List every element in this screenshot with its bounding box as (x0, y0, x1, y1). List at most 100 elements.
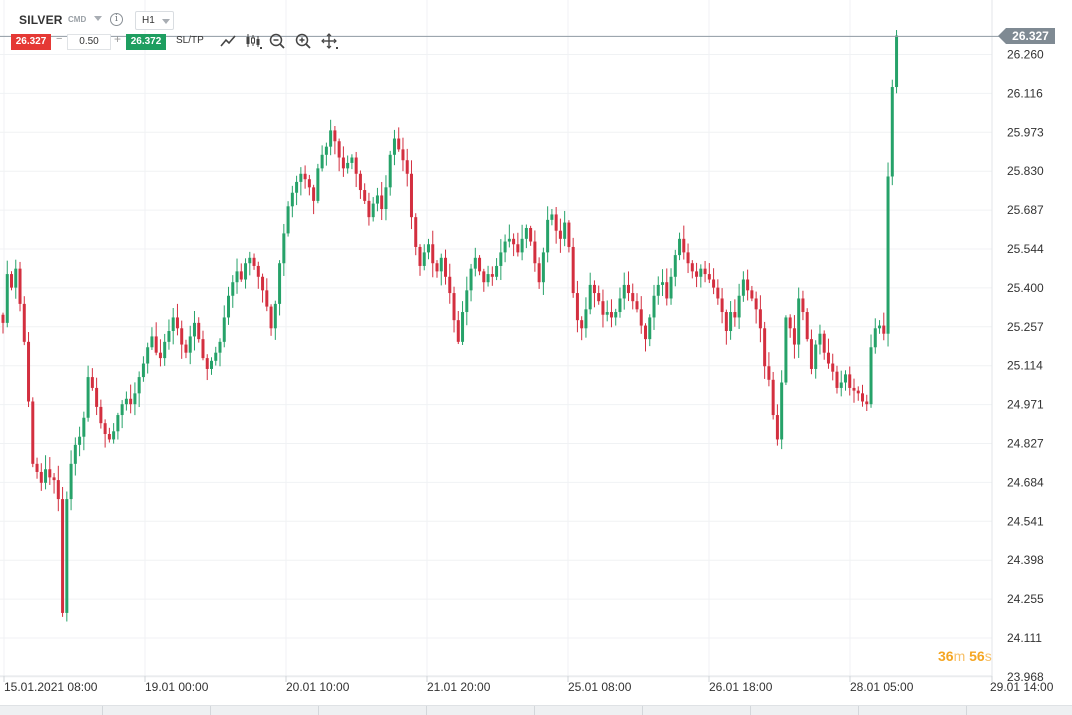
candle-body (69, 463, 73, 500)
candle-body (261, 276, 265, 291)
volume-input[interactable]: 0.50 (67, 34, 111, 50)
candle-body (154, 336, 158, 353)
candle (771, 371, 775, 420)
candle (48, 457, 52, 485)
sl-tp-button[interactable]: SL/TP (176, 35, 204, 46)
footer-tab[interactable] (858, 706, 967, 715)
timeframe-select[interactable]: H1 (135, 11, 174, 30)
candle (444, 249, 448, 285)
candle (31, 397, 35, 468)
candle (448, 263, 452, 304)
trend-line-icon[interactable] (219, 32, 237, 50)
candle (895, 30, 899, 94)
volume-decrease-button[interactable]: − (56, 33, 63, 45)
countdown-minutes-unit: m (953, 648, 966, 664)
candle (724, 309, 728, 345)
candle (750, 285, 754, 302)
candle-body (699, 268, 703, 277)
candle (205, 354, 209, 381)
candle (278, 260, 282, 316)
sell-price-button[interactable]: 26.327 (11, 34, 51, 50)
candle-body (682, 238, 686, 253)
candle-body (478, 257, 482, 272)
x-tick-label: 19.01 00:00 (145, 680, 209, 694)
candlestick-type-icon[interactable] (244, 32, 262, 50)
candle (826, 338, 830, 369)
symbol-name[interactable]: SILVER (19, 13, 63, 27)
footer-tab[interactable] (318, 706, 427, 715)
candle (712, 268, 716, 295)
candle-body (248, 257, 252, 264)
footer-tab[interactable] (210, 706, 319, 715)
candle-body (278, 263, 282, 304)
footer-tab[interactable] (102, 706, 211, 715)
candle (746, 269, 750, 301)
candle (95, 377, 99, 416)
footer-tab[interactable] (426, 706, 535, 715)
candle-body (197, 322, 201, 340)
candle-body (780, 382, 784, 440)
candle-body (388, 154, 392, 188)
candle (146, 342, 150, 374)
candle (218, 338, 222, 367)
candle (116, 412, 120, 440)
candle-body (163, 341, 167, 359)
candle-body (826, 352, 830, 364)
zoom-out-icon[interactable] (268, 32, 286, 50)
footer-tab[interactable] (642, 706, 751, 715)
footer-tab[interactable] (0, 706, 103, 715)
zoom-in-icon[interactable] (294, 32, 312, 50)
candle (175, 303, 179, 336)
candle-body (422, 252, 426, 266)
symbol-dropdown-caret-icon[interactable] (94, 16, 102, 21)
candle-body (286, 206, 290, 234)
x-tick-label: 29.01 14:00 (990, 680, 1054, 694)
candle (163, 333, 167, 366)
candle (869, 334, 873, 408)
candle (763, 321, 767, 379)
candle-body (758, 309, 762, 329)
candle (14, 259, 18, 299)
candle-body (82, 417, 86, 437)
candle-body (733, 312, 737, 318)
x-tick-label: 15.01.2021 08:00 (4, 680, 98, 694)
candle-body (665, 282, 669, 299)
candle (754, 291, 758, 324)
candle (695, 262, 699, 288)
candle-body (392, 138, 396, 155)
info-icon[interactable]: i (110, 13, 123, 26)
candle-body (622, 284, 626, 299)
candle (124, 391, 128, 411)
candle-body (673, 255, 677, 277)
candle (856, 386, 860, 401)
candle (141, 356, 145, 382)
candle (375, 187, 379, 212)
move-crosshair-icon[interactable] (320, 32, 338, 50)
candle (158, 339, 162, 367)
candle-body (146, 347, 150, 364)
candle-body (461, 312, 465, 342)
candle-body (227, 295, 231, 318)
candle (341, 146, 345, 177)
candle-body (150, 336, 154, 348)
volume-increase-button[interactable]: + (114, 32, 122, 46)
candle-body (537, 263, 541, 283)
candle (499, 239, 503, 280)
footer-tab[interactable] (534, 706, 643, 715)
footer-tab[interactable] (750, 706, 859, 715)
candle (456, 311, 460, 345)
x-tick-label: 25.01 08:00 (568, 680, 632, 694)
candle (661, 269, 665, 297)
candle-body (601, 301, 605, 315)
candle-body (363, 190, 367, 201)
countdown-seconds: 56 (969, 648, 985, 664)
candle (703, 260, 707, 283)
candle-body (716, 287, 720, 299)
buy-price-button[interactable]: 26.372 (126, 34, 166, 50)
candle-body (775, 415, 779, 440)
candle (99, 399, 103, 429)
candle-body (65, 499, 69, 613)
candle (843, 370, 847, 391)
candle (103, 419, 107, 448)
